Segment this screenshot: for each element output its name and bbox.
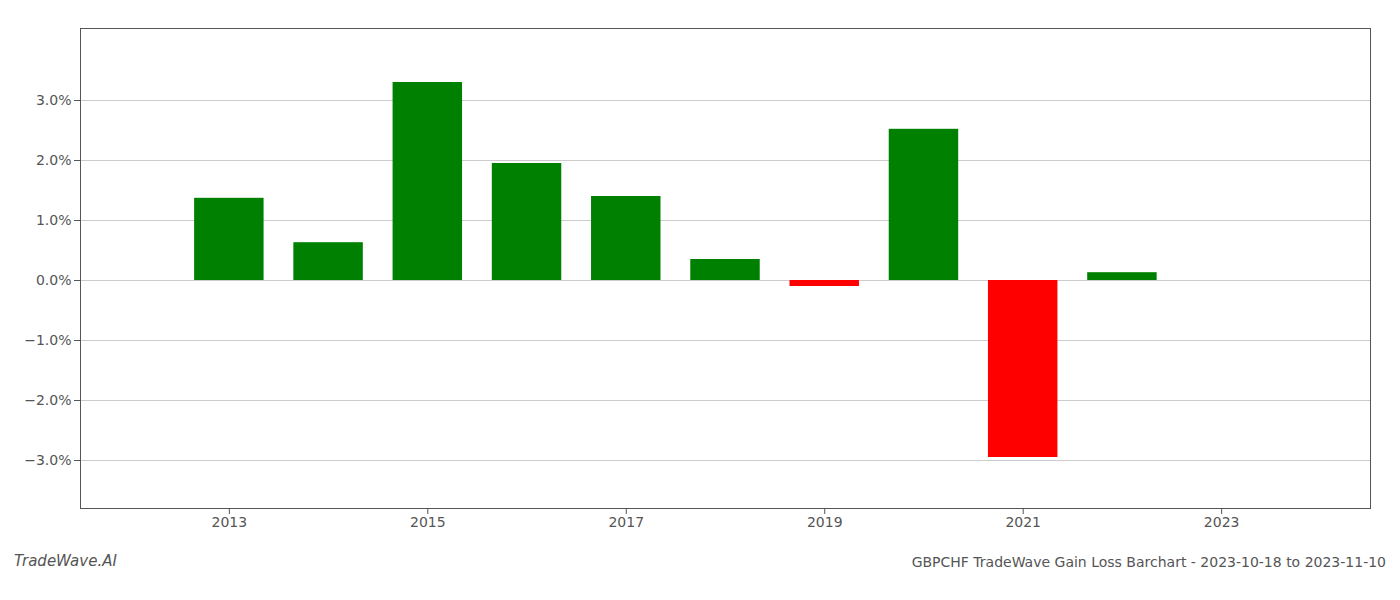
svg-text:2021: 2021	[1005, 514, 1041, 530]
svg-text:3.0%: 3.0%	[36, 92, 72, 108]
svg-text:1.0%: 1.0%	[36, 212, 72, 228]
svg-text:2023: 2023	[1204, 514, 1240, 530]
svg-text:2019: 2019	[807, 514, 843, 530]
svg-text:−1.0%: −1.0%	[24, 332, 71, 348]
html-text:TradeWave.AI: TradeWave.AI	[14, 552, 117, 570]
svg-text:2017: 2017	[608, 514, 644, 530]
svg-text:−2.0%: −2.0%	[24, 392, 71, 408]
svg-text:−3.0%: −3.0%	[24, 452, 71, 468]
svg-text:2.0%: 2.0%	[36, 152, 72, 168]
svg-text:2015: 2015	[410, 514, 446, 530]
html-text:GBPCHF TradeWave Gain Loss Bar: GBPCHF TradeWave Gain Loss Barchart - 20…	[911, 554, 1386, 570]
svg-text:0.0%: 0.0%	[36, 272, 72, 288]
svg-text:2013: 2013	[212, 514, 248, 530]
